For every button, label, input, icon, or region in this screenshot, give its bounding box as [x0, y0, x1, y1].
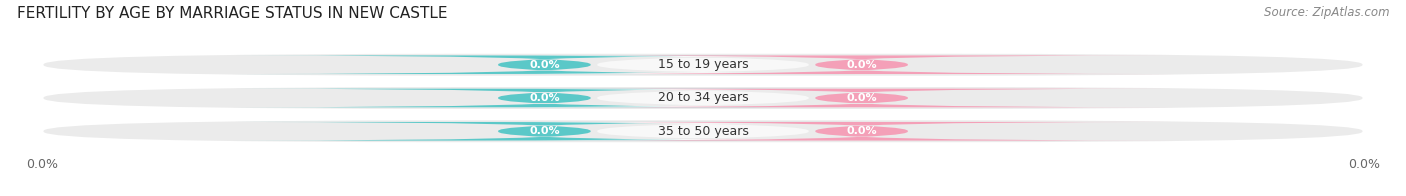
- FancyBboxPatch shape: [233, 55, 855, 74]
- FancyBboxPatch shape: [44, 54, 1362, 76]
- Text: 35 to 50 years: 35 to 50 years: [658, 125, 748, 138]
- FancyBboxPatch shape: [551, 55, 1173, 74]
- Text: 0.0%: 0.0%: [529, 126, 560, 136]
- Text: Source: ZipAtlas.com: Source: ZipAtlas.com: [1264, 6, 1389, 19]
- FancyBboxPatch shape: [551, 89, 1173, 107]
- FancyBboxPatch shape: [44, 120, 1362, 142]
- Text: 0.0%: 0.0%: [529, 60, 560, 70]
- FancyBboxPatch shape: [233, 89, 855, 107]
- Text: 0.0%: 0.0%: [846, 93, 877, 103]
- Text: 0.0%: 0.0%: [846, 60, 877, 70]
- FancyBboxPatch shape: [233, 122, 855, 141]
- FancyBboxPatch shape: [451, 122, 955, 141]
- Text: 0.0%: 0.0%: [529, 93, 560, 103]
- Text: FERTILITY BY AGE BY MARRIAGE STATUS IN NEW CASTLE: FERTILITY BY AGE BY MARRIAGE STATUS IN N…: [17, 6, 447, 21]
- FancyBboxPatch shape: [451, 89, 955, 107]
- Text: 15 to 19 years: 15 to 19 years: [658, 58, 748, 71]
- Text: 0.0%: 0.0%: [846, 126, 877, 136]
- FancyBboxPatch shape: [551, 122, 1173, 141]
- FancyBboxPatch shape: [451, 55, 955, 74]
- Text: 20 to 34 years: 20 to 34 years: [658, 92, 748, 104]
- FancyBboxPatch shape: [44, 87, 1362, 109]
